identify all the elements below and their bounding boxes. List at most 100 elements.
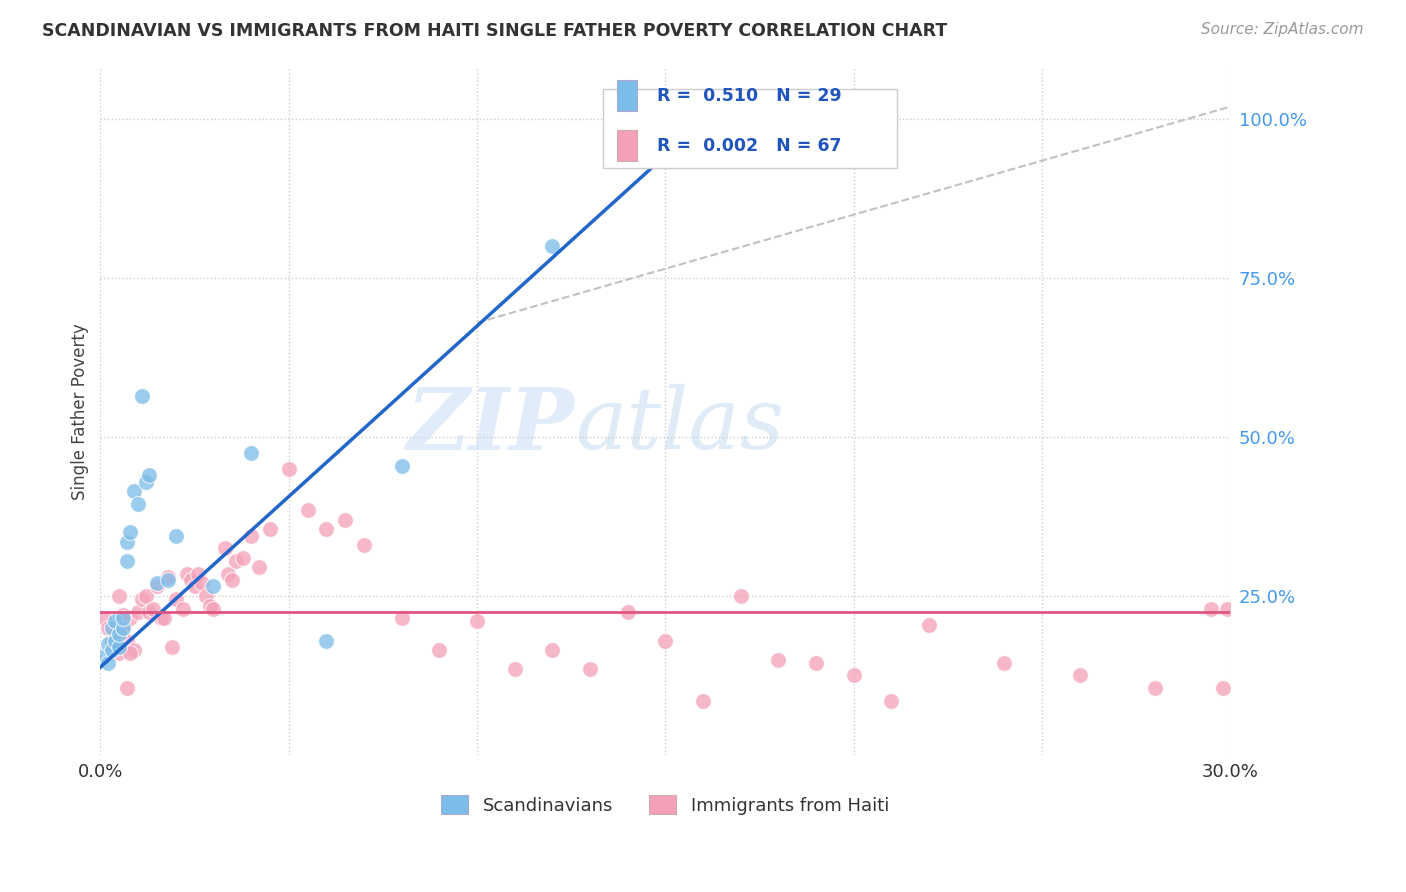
- Point: [579, 662, 602, 676]
- Point: [127, 497, 149, 511]
- Point: [160, 640, 183, 654]
- Point: [111, 621, 134, 635]
- Point: [427, 643, 450, 657]
- Point: [165, 528, 187, 542]
- Point: [115, 535, 138, 549]
- Point: [1215, 601, 1237, 615]
- Point: [104, 633, 127, 648]
- Point: [804, 656, 827, 670]
- Point: [111, 611, 134, 625]
- Point: [335, 513, 357, 527]
- Point: [153, 611, 176, 625]
- Point: [100, 633, 122, 648]
- Point: [157, 573, 180, 587]
- Point: [842, 668, 865, 682]
- Point: [315, 522, 337, 536]
- Point: [654, 131, 676, 145]
- Legend: Scandinavians, Immigrants from Haiti: Scandinavians, Immigrants from Haiti: [441, 795, 889, 814]
- Point: [842, 131, 865, 145]
- Point: [120, 525, 142, 540]
- Point: [115, 681, 138, 695]
- Point: [146, 576, 169, 591]
- Point: [541, 643, 564, 657]
- Point: [1201, 601, 1223, 615]
- Point: [97, 621, 120, 635]
- Point: [221, 573, 243, 587]
- Point: [115, 554, 138, 568]
- Point: [194, 589, 217, 603]
- Point: [315, 633, 337, 648]
- Point: [157, 570, 180, 584]
- Point: [100, 643, 122, 657]
- Point: [180, 573, 202, 587]
- Point: [880, 694, 903, 708]
- Point: [247, 560, 270, 574]
- Point: [240, 528, 263, 542]
- FancyBboxPatch shape: [617, 80, 637, 112]
- Point: [172, 601, 194, 615]
- Point: [108, 640, 131, 654]
- Point: [146, 579, 169, 593]
- Point: [93, 649, 115, 664]
- Point: [100, 621, 122, 635]
- FancyBboxPatch shape: [617, 130, 637, 161]
- Point: [217, 566, 239, 581]
- Point: [391, 458, 413, 473]
- Point: [122, 484, 145, 499]
- Point: [202, 579, 225, 593]
- Point: [111, 608, 134, 623]
- Point: [97, 637, 120, 651]
- Point: [918, 617, 941, 632]
- Point: [120, 611, 142, 625]
- Point: [93, 611, 115, 625]
- Point: [108, 589, 131, 603]
- Point: [225, 554, 247, 568]
- Point: [259, 522, 281, 536]
- Text: R =  0.510   N = 29: R = 0.510 N = 29: [658, 87, 842, 105]
- Point: [142, 601, 165, 615]
- Point: [191, 576, 214, 591]
- Point: [135, 475, 157, 489]
- Text: ZIP: ZIP: [408, 384, 575, 467]
- Point: [111, 617, 134, 632]
- Point: [214, 541, 236, 556]
- Point: [503, 662, 526, 676]
- Point: [277, 462, 299, 476]
- Point: [353, 538, 375, 552]
- Point: [202, 601, 225, 615]
- Point: [104, 637, 127, 651]
- Point: [616, 605, 638, 619]
- Point: [97, 656, 120, 670]
- Point: [541, 239, 564, 253]
- Point: [104, 615, 127, 629]
- Point: [187, 566, 209, 581]
- Point: [993, 656, 1015, 670]
- Point: [692, 694, 714, 708]
- Point: [232, 550, 254, 565]
- Text: R =  0.002   N = 67: R = 0.002 N = 67: [658, 137, 842, 155]
- Point: [120, 646, 142, 660]
- Point: [115, 633, 138, 648]
- Point: [149, 611, 172, 625]
- Point: [198, 599, 221, 613]
- Point: [165, 592, 187, 607]
- Point: [131, 389, 153, 403]
- Point: [108, 627, 131, 641]
- Point: [654, 633, 676, 648]
- Y-axis label: Single Father Poverty: Single Father Poverty: [72, 323, 89, 500]
- Point: [465, 615, 488, 629]
- Point: [1143, 681, 1166, 695]
- Text: Source: ZipAtlas.com: Source: ZipAtlas.com: [1201, 22, 1364, 37]
- Point: [183, 579, 205, 593]
- Point: [768, 652, 790, 666]
- Text: atlas: atlas: [575, 384, 785, 467]
- Point: [131, 592, 153, 607]
- Point: [122, 643, 145, 657]
- Point: [1069, 668, 1091, 682]
- Point: [135, 589, 157, 603]
- FancyBboxPatch shape: [603, 89, 897, 168]
- Point: [108, 646, 131, 660]
- Point: [176, 566, 198, 581]
- Text: SCANDINAVIAN VS IMMIGRANTS FROM HAITI SINGLE FATHER POVERTY CORRELATION CHART: SCANDINAVIAN VS IMMIGRANTS FROM HAITI SI…: [42, 22, 948, 40]
- Point: [240, 446, 263, 460]
